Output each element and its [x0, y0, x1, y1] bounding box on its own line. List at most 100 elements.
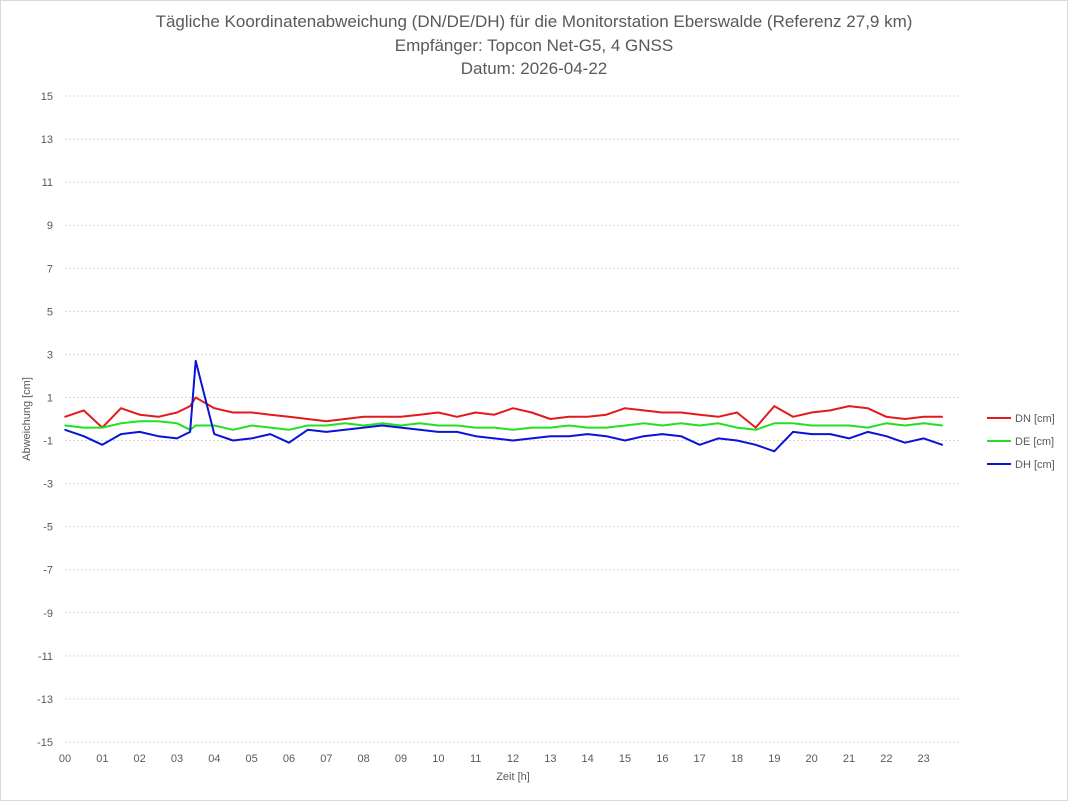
data-point [189, 431, 191, 433]
y-tick-label: -15 [37, 737, 53, 749]
legend-label-1: DE [cm] [1015, 436, 1054, 448]
data-point [176, 422, 178, 425]
data-point [661, 433, 664, 435]
data-point [941, 416, 944, 418]
data-point [624, 439, 626, 442]
data-point [306, 418, 309, 420]
data-point [642, 435, 645, 438]
data-point [792, 422, 794, 425]
y-tick-label: 7 [47, 263, 53, 275]
x-tick-label: 11 [470, 753, 481, 765]
data-point [829, 424, 832, 427]
data-point [624, 424, 626, 427]
data-point [325, 431, 328, 433]
data-point [101, 444, 104, 446]
data-point [288, 441, 290, 444]
x-tick-label: 16 [656, 753, 668, 765]
data-point [194, 424, 197, 427]
data-point [605, 413, 608, 416]
x-tick-label: 09 [395, 753, 407, 765]
data-point [400, 416, 402, 418]
data-point [642, 422, 645, 425]
data-point [418, 422, 421, 425]
data-point [82, 435, 85, 438]
data-point [400, 424, 402, 427]
data-point [885, 422, 888, 425]
series-line-1 [64, 420, 943, 431]
data-point [232, 411, 234, 414]
data-point [568, 435, 570, 438]
data-point [250, 424, 253, 427]
data-point [82, 409, 85, 412]
legend: DN [cm] DE [cm] DH [cm] [987, 413, 1055, 471]
x-tick-label: 18 [731, 753, 743, 765]
data-point [904, 424, 906, 427]
y-axis-label: Abweichung [cm] [21, 377, 33, 461]
legend-label-0: DN [cm] [1015, 413, 1055, 425]
data-point [848, 405, 850, 407]
data-point [530, 411, 533, 414]
y-tick-label: -11 [38, 651, 53, 663]
chart-title: Tägliche Koordinatenabweichung (DN/DE/DH… [155, 12, 913, 31]
data-point [829, 409, 832, 412]
x-tick-label: 01 [96, 753, 108, 765]
data-point [232, 428, 234, 431]
data-point [493, 413, 496, 416]
data-point [754, 444, 757, 446]
data-point [586, 426, 589, 429]
data-point [381, 416, 384, 418]
data-point [848, 437, 850, 440]
x-tick-label: 17 [694, 753, 706, 765]
x-tick-label: 12 [507, 753, 519, 765]
data-point [773, 422, 776, 425]
data-point [717, 437, 720, 440]
data-point [474, 426, 477, 429]
x-tick-label: 19 [768, 753, 780, 765]
data-point [306, 428, 309, 431]
y-tick-label: -3 [43, 479, 53, 491]
y-tick-label: -7 [43, 565, 53, 577]
data-point [922, 437, 925, 440]
data-point [120, 407, 122, 410]
data-point [848, 424, 850, 427]
data-point [586, 433, 589, 435]
data-point [64, 416, 66, 418]
x-tick-label: 00 [59, 753, 71, 765]
data-point [232, 439, 234, 442]
data-point [773, 405, 776, 407]
x-tick-label: 02 [134, 753, 146, 765]
data-point [213, 433, 216, 435]
y-tick-label: 5 [47, 306, 53, 318]
data-point [250, 411, 253, 414]
data-point [866, 407, 869, 410]
data-point [344, 422, 346, 425]
y-tick-label: 3 [47, 349, 53, 361]
data-point [680, 411, 682, 414]
data-point [474, 411, 477, 414]
data-point [437, 431, 440, 433]
data-point [456, 416, 458, 418]
data-point [437, 411, 440, 414]
data-point [288, 428, 290, 431]
data-point [288, 416, 290, 418]
y-tick-label: -9 [43, 608, 53, 620]
y-tick-label: -13 [37, 694, 53, 706]
data-point [810, 424, 813, 427]
data-point [325, 424, 328, 427]
data-point [605, 426, 608, 429]
data-point [194, 360, 197, 362]
data-point [138, 420, 141, 422]
x-tick-label: 04 [208, 753, 220, 765]
data-point [549, 435, 552, 438]
data-point [904, 441, 906, 444]
series-line-0 [64, 396, 943, 429]
data-point [362, 424, 365, 427]
chart-subtitle-receiver: Empfänger: Topcon Net-G5, 4 GNSS [394, 36, 674, 55]
data-point [586, 416, 589, 418]
data-point [157, 420, 160, 422]
data-point [157, 435, 160, 438]
data-point [213, 424, 216, 427]
data-point [176, 411, 178, 414]
